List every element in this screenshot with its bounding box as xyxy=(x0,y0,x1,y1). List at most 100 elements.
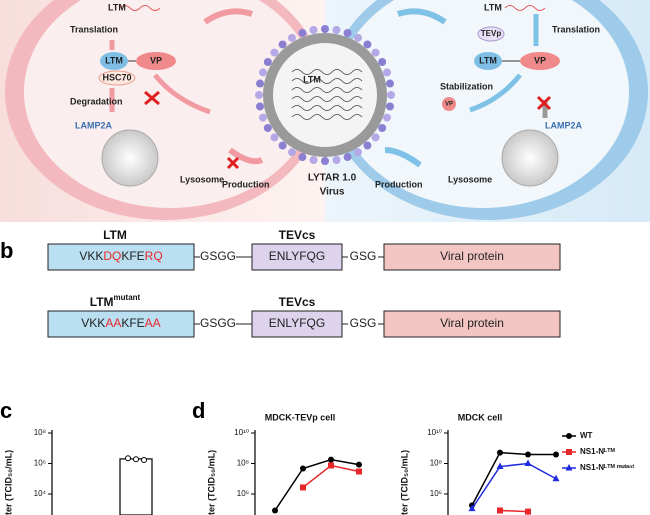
spike xyxy=(288,148,296,157)
label: VP xyxy=(534,55,546,65)
point xyxy=(272,507,278,514)
spike xyxy=(298,28,307,37)
protein: Viral protein xyxy=(440,249,504,263)
arrow xyxy=(384,147,422,168)
spike xyxy=(385,102,394,111)
arrow xyxy=(228,147,264,165)
point xyxy=(525,508,531,515)
name: LTM xyxy=(90,295,114,309)
cross xyxy=(536,95,552,111)
arrow xyxy=(469,73,522,113)
linker: GSGG xyxy=(200,249,236,263)
spike xyxy=(354,148,362,157)
point xyxy=(133,456,139,463)
site-name: TEVcs xyxy=(279,228,316,242)
label: Virus xyxy=(320,187,345,198)
linker: GSGG xyxy=(200,316,236,330)
label: LTM xyxy=(105,55,123,65)
point xyxy=(524,459,532,466)
spike xyxy=(387,91,395,99)
spike xyxy=(332,26,341,35)
label: LAMP2A xyxy=(545,120,583,130)
spike xyxy=(343,153,352,162)
sequence-part: KFE xyxy=(121,249,144,263)
lysosome xyxy=(501,129,559,187)
y-tick-label: 10¹⁰ xyxy=(427,428,442,437)
label: HSC70 xyxy=(102,72,131,82)
point xyxy=(300,484,306,491)
legend-marker xyxy=(566,433,572,439)
point xyxy=(497,449,503,456)
label: VP xyxy=(445,102,453,108)
spike xyxy=(258,113,267,122)
site-name: TEVcs xyxy=(279,295,316,309)
site-box xyxy=(251,310,343,338)
point xyxy=(552,474,560,482)
legend-label: NS1-Nᴸᵀᴹ ᵐᵘᵗᵃⁿᵗ xyxy=(580,463,634,472)
linker: GSG xyxy=(350,249,377,263)
spike xyxy=(256,102,265,111)
genome xyxy=(291,114,363,120)
label: LTM xyxy=(484,2,502,12)
ltm-box xyxy=(47,310,195,338)
spike xyxy=(258,68,267,77)
sequence-part: KFE xyxy=(121,316,144,330)
sequence-part: DQ xyxy=(103,249,121,263)
spike xyxy=(288,33,296,42)
point xyxy=(356,461,362,468)
label: Translation xyxy=(552,24,600,34)
name: LTM xyxy=(103,228,127,242)
legend-marker xyxy=(566,449,572,455)
vp-shape xyxy=(136,52,176,70)
site-box xyxy=(251,243,343,271)
label: Lysosome xyxy=(448,174,492,184)
ltm-shape xyxy=(100,52,128,70)
legend-label: WT xyxy=(580,431,593,440)
y-tick-label: 10¹⁰ xyxy=(234,428,249,437)
label: Lysosome xyxy=(180,174,224,184)
virus xyxy=(255,25,395,165)
label: LAMP2A xyxy=(75,120,113,130)
spike xyxy=(378,124,387,132)
y-tick-label: 10⁶ xyxy=(34,459,46,468)
spike xyxy=(343,28,352,37)
point xyxy=(496,462,504,470)
cross xyxy=(144,90,160,106)
protein-box xyxy=(383,243,561,271)
sequence: VKKDQKFERQ xyxy=(79,249,162,263)
lysosome xyxy=(101,129,159,187)
y-axis-label: ter (TCID₅₀/mL) xyxy=(206,450,216,515)
y-tick-label: 10⁶ xyxy=(430,489,442,498)
spike xyxy=(385,79,394,88)
spike xyxy=(378,58,387,66)
sequence-part: VKK xyxy=(79,249,103,263)
construct-name: LTM xyxy=(103,228,127,242)
point xyxy=(125,455,131,462)
label: TEVp xyxy=(481,29,502,38)
arrow xyxy=(203,8,253,25)
spike xyxy=(363,40,372,49)
point xyxy=(300,465,306,472)
point xyxy=(141,456,147,463)
label: LTM xyxy=(479,55,497,65)
ltm-box xyxy=(47,243,195,271)
y-tick-label: 10⁸ xyxy=(237,459,249,468)
mrna xyxy=(504,5,546,11)
spike xyxy=(371,133,380,142)
vp-shape xyxy=(520,52,560,70)
y-tick-label: 10⁴ xyxy=(34,489,47,498)
line xyxy=(302,464,360,489)
point xyxy=(525,451,531,458)
spike xyxy=(383,113,392,122)
panel-label: d xyxy=(192,398,205,423)
label: LYTAR 1.0 xyxy=(308,173,357,184)
spike xyxy=(332,155,341,164)
cross xyxy=(226,156,240,170)
point xyxy=(497,507,503,514)
line xyxy=(471,462,557,510)
virus-core xyxy=(273,43,377,147)
spike xyxy=(363,141,372,150)
spike xyxy=(278,40,287,49)
sequence-part: AA xyxy=(105,316,121,330)
